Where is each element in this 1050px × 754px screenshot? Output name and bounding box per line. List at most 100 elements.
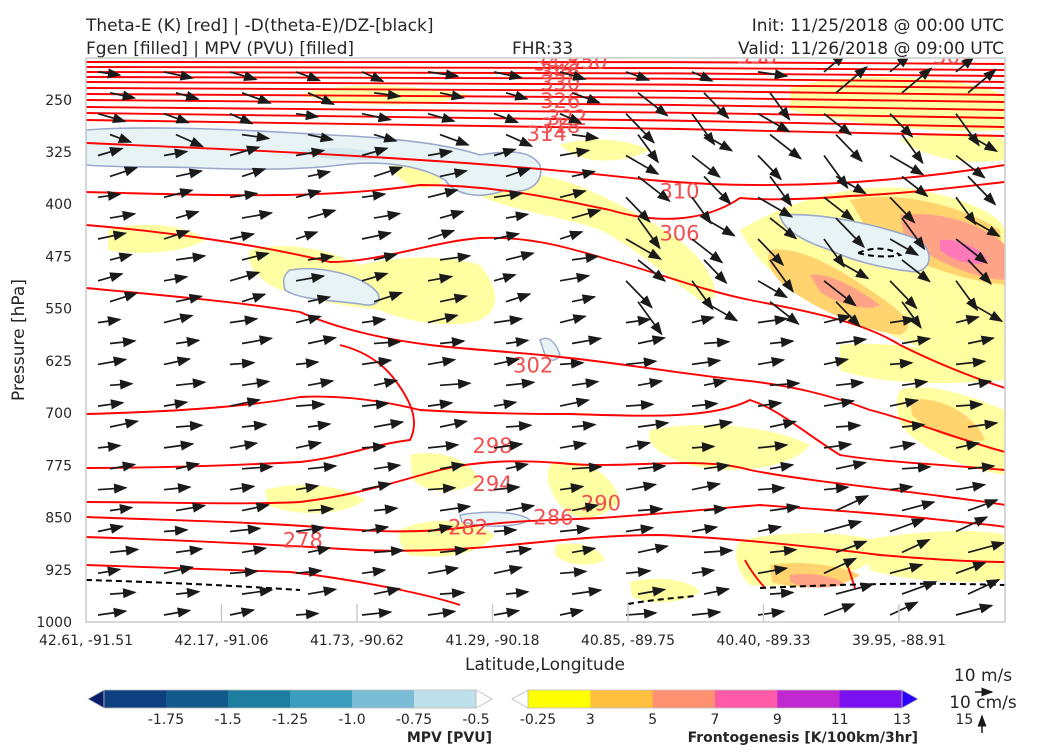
- wind-arrow: [559, 524, 591, 535]
- wind-arrow: [439, 588, 466, 599]
- wind-arrow: [373, 546, 405, 557]
- wind-arrow: [493, 112, 520, 124]
- wind-arrow: [625, 196, 651, 223]
- wind-arrow: [835, 301, 861, 328]
- wind-arrow: [163, 313, 194, 324]
- wind-arrow: [109, 461, 137, 472]
- wind-arrow: [769, 378, 801, 390]
- wind-arrow: [769, 92, 791, 121]
- mpv-colorbar-label: MPV [PVU]: [407, 730, 492, 746]
- wind-arrow: [901, 538, 931, 554]
- colorbar-frame: [527, 689, 903, 709]
- wind-arrow: [229, 397, 261, 408]
- wind-arrow: [505, 167, 532, 178]
- wind-arrow: [109, 588, 137, 599]
- wind-arrow: [835, 582, 875, 595]
- wind-arrow: [241, 502, 271, 513]
- theta-e-label: 302: [513, 354, 553, 378]
- theta-e-label: 278: [283, 528, 323, 552]
- wind-arrow: [559, 483, 585, 494]
- wind-arrow: [835, 175, 867, 195]
- colorbar-swatch: [414, 690, 477, 708]
- wind-arrow: [901, 217, 926, 251]
- wind-arrow: [967, 68, 997, 94]
- wind-arrow: [889, 518, 926, 533]
- wind-arrow: [901, 581, 938, 595]
- wind-arrow: [823, 356, 850, 367]
- x-tick-label: 40.85, -89.75: [581, 633, 675, 649]
- wind-arrow: [361, 71, 385, 83]
- wind-arrow: [109, 166, 139, 178]
- wind-arrow: [427, 313, 459, 324]
- wind-arrow: [769, 175, 793, 207]
- wind-arrow: [889, 601, 919, 616]
- wind-arrow: [295, 440, 323, 451]
- wind-arrow: [97, 316, 122, 327]
- wind-arrow: [559, 567, 588, 578]
- wind-arrow: [901, 462, 932, 473]
- wind-arrow: [229, 567, 259, 578]
- wind-arrow: [889, 358, 914, 369]
- wind-arrow: [439, 378, 472, 390]
- colorbar-swatch: [715, 690, 778, 708]
- wind-arrow: [295, 110, 320, 121]
- wind-arrow: [757, 154, 783, 181]
- wind-arrow: [955, 314, 980, 325]
- colorbar-tick-label: 7: [711, 712, 720, 728]
- wind-arrow: [571, 208, 602, 219]
- wind-arrow: [703, 337, 731, 348]
- wind-arrow: [691, 481, 722, 492]
- wind-arrow: [307, 169, 332, 180]
- colorbar-extend-left: [511, 689, 529, 709]
- wind-arrow: [625, 71, 651, 81]
- wind-arrow: [295, 231, 319, 241]
- wind-arrow: [967, 300, 1004, 323]
- wind-arrow: [109, 210, 137, 221]
- wind-arrow: [163, 607, 192, 618]
- wind-arrow: [241, 545, 268, 556]
- wind-arrow: [307, 92, 336, 105]
- wind-arrow: [493, 607, 521, 618]
- wind-arrow: [439, 293, 469, 304]
- colorbar-swatch: [652, 690, 716, 708]
- colorbar-swatch: [290, 690, 353, 708]
- wind-reference-horizontal: 10 m/s: [954, 666, 1012, 686]
- wind-arrow: [493, 190, 524, 201]
- wind-arrow: [373, 419, 405, 430]
- wind-arrow: [175, 502, 207, 513]
- wind-arrow: [427, 440, 460, 452]
- wind-arrow: [901, 301, 922, 329]
- wind-arrow: [373, 337, 402, 348]
- wind-arrow: [625, 238, 663, 260]
- wind-arrow: [835, 495, 870, 512]
- wind-arrow: [823, 519, 863, 533]
- wind-arrow: [439, 418, 469, 429]
- wind-arrow: [637, 134, 659, 164]
- wind-arrow: [823, 113, 853, 136]
- wind-arrow: [373, 291, 404, 303]
- theta-e-label: 314: [527, 122, 567, 146]
- wind-arrow: [229, 270, 261, 282]
- wind-arrow: [757, 280, 789, 299]
- wind-arrow: [439, 252, 472, 263]
- wind-arrow: [691, 357, 722, 368]
- colorbar-swatch: [590, 690, 654, 708]
- wind-arrow: [427, 399, 454, 410]
- wind-arrow: [757, 565, 789, 576]
- y-tick-label: 550: [45, 302, 72, 318]
- wind-arrow: [163, 148, 189, 159]
- wind-arrow: [625, 481, 658, 492]
- wind-arrow: [295, 399, 326, 411]
- wind-arrow: [241, 378, 271, 389]
- wind-arrow: [97, 230, 128, 241]
- wind-arrow: [637, 504, 664, 515]
- theta-e-label: 358: [737, 45, 777, 69]
- wind-arrow: [241, 462, 274, 473]
- wind-arrow: [241, 251, 270, 262]
- wind-arrow: [229, 607, 256, 618]
- wind-arrow: [97, 272, 124, 283]
- wind-arrow: [625, 524, 655, 535]
- wind-arrow: [769, 133, 803, 160]
- wind-arrow: [361, 524, 390, 535]
